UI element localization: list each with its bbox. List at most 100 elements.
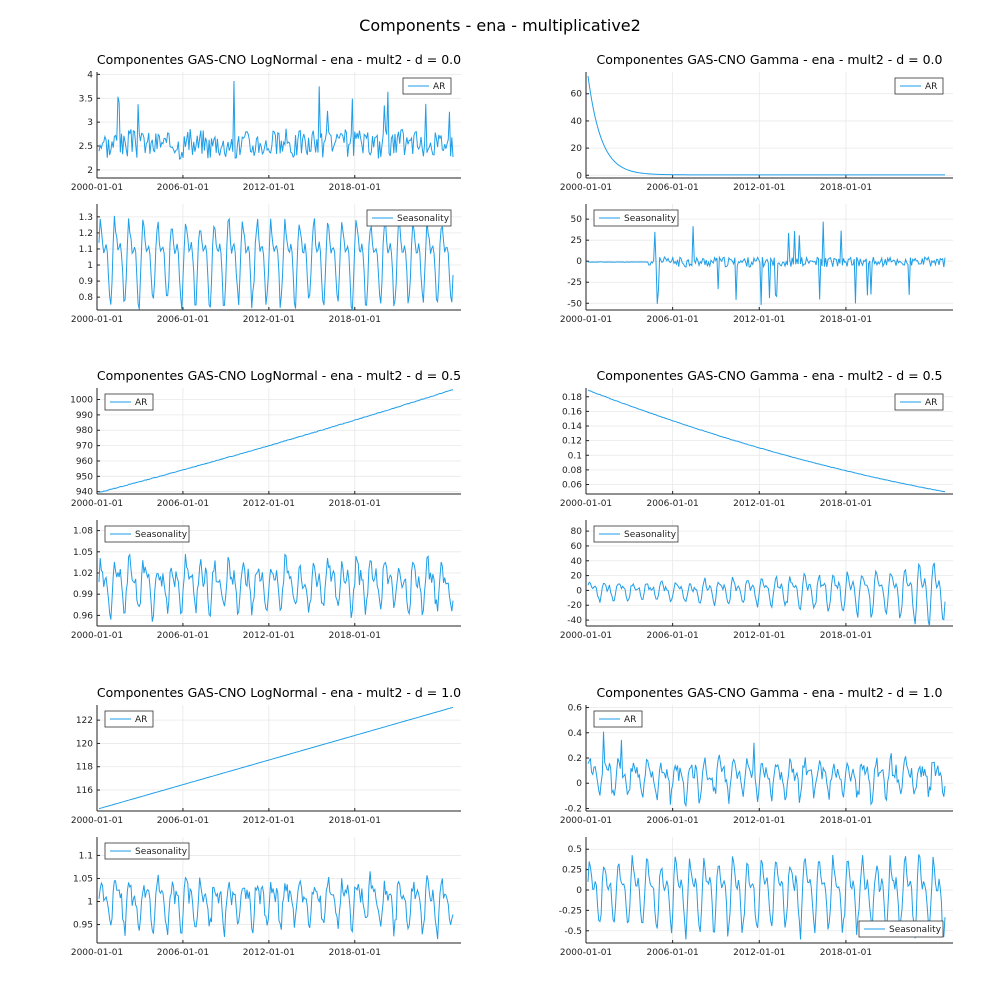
x-tick-label: 2012-01-01 [733, 948, 785, 958]
x-tick-label: 2000-01-01 [71, 631, 123, 641]
x-tick-label: 2018-01-01 [329, 499, 381, 509]
y-tick-label: -0.5 [564, 927, 582, 937]
legend-label: AR [135, 398, 147, 408]
x-tick-label: 2006-01-01 [157, 948, 209, 958]
x-tick-label: 2006-01-01 [646, 315, 698, 325]
legend: AR [593, 710, 643, 728]
legend: AR [402, 77, 452, 95]
x-tick-label: 2000-01-01 [560, 816, 612, 826]
y-tick-label: 1.1 [79, 851, 93, 861]
x-tick-label: 2012-01-01 [243, 631, 295, 641]
chart-1: Componentes GAS-CNO LogNormal - ena - mu… [71, 52, 461, 325]
y-tick-label: 20 [571, 144, 583, 154]
x-tick-label: 2006-01-01 [646, 499, 698, 509]
chart-4: Componentes GAS-CNO Gamma - ena - mult2 … [560, 368, 953, 641]
y-tick-label: 1.2 [79, 229, 93, 239]
chart-5: Componentes GAS-CNO LogNormal - ena - mu… [71, 685, 461, 958]
x-tick-label: 2018-01-01 [329, 183, 381, 193]
legend-box [104, 842, 190, 860]
y-tick-label: 0.9 [79, 277, 94, 287]
x-tick-label: 2012-01-01 [733, 816, 785, 826]
legend: Seasonality [858, 920, 944, 938]
x-tick-label: 2006-01-01 [157, 315, 209, 325]
legend-label: Seasonality [397, 214, 450, 224]
y-tick-label: 118 [76, 763, 93, 773]
y-tick-label: 990 [76, 411, 93, 421]
x-tick-label: 2018-01-01 [820, 183, 872, 193]
y-tick-label: -0.2 [564, 804, 582, 814]
legend-label: Seasonality [624, 214, 677, 224]
legend: Seasonality [366, 209, 452, 227]
y-tick-label: 1.1 [79, 245, 93, 255]
x-tick-label: 2000-01-01 [71, 183, 123, 193]
panel-seasonality: 2000-01-01 2006-01-01 2012-01-01 2018-01-01… [559, 837, 953, 958]
y-tick-label: 116 [76, 786, 93, 796]
series-line-seasonality [98, 215, 454, 311]
y-tick-label: 1.02 [73, 569, 93, 579]
chart-2: Componentes GAS-CNO Gamma - ena - mult2 … [560, 52, 953, 325]
y-tick-label: 0 [576, 171, 582, 181]
x-tick-label: 2006-01-01 [646, 631, 698, 641]
y-tick-label: 40 [571, 117, 583, 127]
y-tick-label: 940 [76, 488, 93, 498]
x-tick-label: 2006-01-01 [157, 631, 209, 641]
panel-seasonality: 2000-01-01 2006-01-01 2012-01-01 2018-01-01… [560, 204, 953, 325]
y-tick-label: 1 [87, 898, 93, 908]
y-tick-label: 4 [87, 70, 93, 80]
x-tick-label: 2018-01-01 [820, 631, 872, 641]
x-tick-label: 2018-01-01 [329, 315, 381, 325]
x-tick-label: 2000-01-01 [71, 948, 123, 958]
y-tick-label: 25 [571, 236, 582, 246]
legend: Seasonality [593, 209, 679, 227]
y-tick-label: 960 [76, 457, 93, 467]
x-tick-label: 2000-01-01 [560, 948, 612, 958]
chart-title: Componentes GAS-CNO LogNormal - ena - mu… [97, 52, 461, 67]
y-tick-label: 60 [571, 90, 583, 100]
panel-seasonality: 2000-01-01 2006-01-01 2012-01-01 2018-01-01… [560, 520, 953, 641]
legend-label: AR [135, 715, 147, 725]
chart-title: Componentes GAS-CNO Gamma - ena - mult2 … [597, 685, 943, 700]
x-tick-label: 2012-01-01 [733, 183, 785, 193]
y-tick-label: 0 [576, 886, 582, 896]
y-tick-label: 3.5 [79, 94, 93, 104]
legend: AR [104, 710, 154, 728]
panel-ar: 2000-01-01 2006-01-01 2012-01-01 2018-01-01… [560, 388, 953, 509]
x-tick-label: 2000-01-01 [560, 631, 612, 641]
y-tick-label: 0 [576, 586, 582, 596]
y-tick-label: 0.14 [562, 422, 582, 432]
x-tick-label: 2006-01-01 [646, 183, 698, 193]
x-tick-label: 2000-01-01 [71, 816, 123, 826]
x-tick-label: 2006-01-01 [157, 499, 209, 509]
legend-box [366, 209, 452, 227]
legend-box [104, 525, 190, 543]
y-tick-label: 40 [571, 557, 583, 567]
y-tick-label: 970 [76, 442, 93, 452]
y-tick-label: 80 [571, 527, 583, 537]
legend: Seasonality [104, 525, 190, 543]
legend-label: Seasonality [135, 847, 188, 857]
y-tick-label: 2.5 [79, 142, 93, 152]
y-tick-label: 0.96 [73, 611, 93, 621]
panel-seasonality: 2000-01-01 2006-01-01 2012-01-01 2018-01-01… [71, 204, 461, 325]
y-tick-label: 1000 [70, 396, 93, 406]
chart-6: Componentes GAS-CNO Gamma - ena - mult2 … [559, 685, 953, 958]
series-line-seasonality [587, 562, 946, 627]
y-tick-label: -50 [567, 299, 582, 309]
series-line-seasonality [587, 221, 946, 305]
x-tick-label: 2018-01-01 [820, 315, 872, 325]
x-tick-label: 2006-01-01 [157, 183, 209, 193]
y-tick-label: 0.5 [568, 845, 582, 855]
x-tick-label: 2000-01-01 [560, 183, 612, 193]
x-tick-label: 2012-01-01 [733, 631, 785, 641]
chart-3: Componentes GAS-CNO LogNormal - ena - mu… [70, 368, 461, 641]
y-tick-label: 0.2 [568, 754, 582, 764]
legend-label: Seasonality [624, 530, 677, 540]
x-tick-label: 2012-01-01 [733, 499, 785, 509]
chart-title: Componentes GAS-CNO Gamma - ena - mult2 … [597, 52, 943, 67]
x-tick-label: 2000-01-01 [71, 499, 123, 509]
y-tick-label: 0.08 [562, 466, 582, 476]
x-tick-label: 2000-01-01 [71, 315, 123, 325]
y-tick-label: 20 [571, 572, 583, 582]
x-tick-label: 2012-01-01 [243, 816, 295, 826]
